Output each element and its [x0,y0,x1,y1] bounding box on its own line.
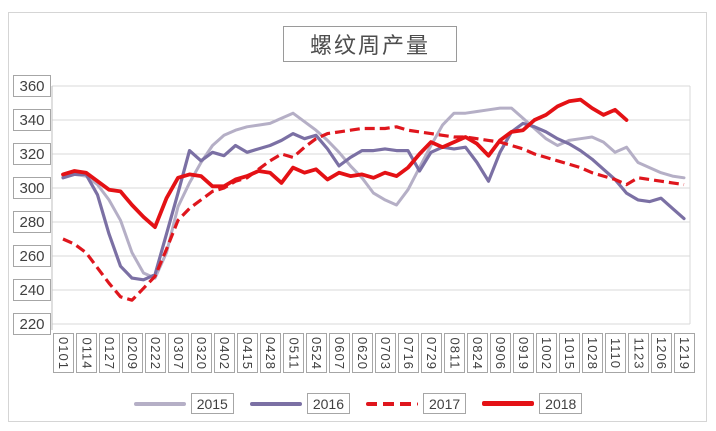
x-axis-label-text: 0127 [102,336,118,370]
chart-title: 螺纹周产量 [283,26,457,62]
x-axis-label-0524: 0524 [306,333,327,373]
x-axis-label-text: 1110 [608,337,623,369]
legend-item-2015: 2015 [133,393,234,414]
x-axis-label-0620: 0620 [352,333,373,373]
x-axis-label-0729: 0729 [421,333,442,373]
legend-item-2018: 2018 [482,393,583,414]
y-axis-label-300: 300 [13,177,51,199]
x-axis-label-text: 0716 [401,336,417,370]
x-axis-label-text: 0114 [79,337,94,369]
x-axis-label-0824: 0824 [467,333,488,373]
x-axis-label-0402: 0402 [214,333,235,373]
x-axis-label-text: 0607 [332,336,348,370]
series-line-2017 [62,125,685,302]
legend-item-2016: 2016 [249,393,350,414]
x-axis-label-0127: 0127 [99,333,120,373]
chart-border [8,12,707,422]
x-axis-label-text: 0209 [125,336,141,370]
x-axis-label-0101: 0101 [53,333,74,373]
x-axis-label-text: 0320 [194,336,210,370]
legend: 2015 2016 2017 2018 [0,393,716,414]
x-axis-label-text: 0415 [240,336,256,370]
x-axis-label-text: 1123 [631,337,646,369]
legend-line-sample-2018 [482,401,535,406]
x-axis-label-text: 0906 [493,336,509,370]
x-axis-label-1002: 1002 [536,333,557,373]
x-axis-label-0716: 0716 [398,333,419,373]
x-axis-label-1123: 1123 [628,333,649,373]
x-axis-label-text: 0101 [56,336,72,370]
x-axis-label-text: 0222 [148,336,164,370]
x-axis-label-0428: 0428 [260,333,281,373]
y-axis-label-260: 260 [13,245,51,267]
x-axis-label-text: 0511 [286,337,301,369]
x-axis-label-text: 1206 [654,336,670,370]
x-axis-label-1219: 1219 [674,333,695,373]
y-axis-label-280: 280 [13,211,51,233]
series-line-2016 [61,121,686,282]
y-axis-label-320: 320 [13,143,51,165]
y-axis-label-220: 220 [13,313,51,335]
x-axis-label-text: 1015 [562,336,578,370]
x-axis-label-0511: 0511 [283,333,304,373]
x-axis-label-1206: 1206 [651,333,672,373]
x-axis-label-text: 0703 [378,336,394,370]
series-line-2015 [61,106,686,280]
x-axis-label-0811: 0811 [444,333,465,373]
legend-line-sample-2017-dashed [366,401,418,406]
x-axis-label-text: 0524 [309,336,325,370]
y-axis-label-240: 240 [13,279,51,301]
x-axis-label-0114: 0114 [76,333,97,373]
x-axis-label-text: 0919 [516,336,532,370]
x-axis-label-0906: 0906 [490,333,511,373]
x-axis-label-1028: 1028 [582,333,603,373]
x-axis-label-text: 0811 [447,337,462,369]
legend-line-sample-2016 [249,401,302,406]
legend-item-2017: 2017 [366,393,467,414]
legend-label-2015: 2015 [190,393,234,414]
legend-label-2017: 2017 [423,393,467,414]
y-axis-label-360: 360 [13,75,51,97]
x-axis-label-0307: 0307 [168,333,189,373]
legend-label-2016: 2016 [306,393,350,414]
x-axis-label-0919: 0919 [513,333,534,373]
x-axis-label-text: 0729 [424,336,440,370]
x-axis-label-1015: 1015 [559,333,580,373]
x-axis-label-text: 1028 [585,336,601,370]
x-axis-label-text: 0402 [217,336,233,370]
x-axis-label-0415: 0415 [237,333,258,373]
x-axis-label-0222: 0222 [145,333,166,373]
x-axis-label-text: 0307 [171,336,187,370]
x-axis-label-0209: 0209 [122,333,143,373]
y-axis-label-340: 340 [13,109,51,131]
x-axis-label-text: 0620 [355,336,371,370]
x-axis-label-text: 0428 [263,336,279,370]
legend-line-sample-2015 [133,401,186,406]
legend-label-2018: 2018 [539,393,583,414]
x-axis-label-text: 1002 [539,336,555,370]
x-axis-label-0320: 0320 [191,333,212,373]
x-axis-label-1110: 1110 [605,333,626,373]
x-axis-label-0607: 0607 [329,333,350,373]
series-line-2018 [61,97,629,230]
x-axis-label-text: 1219 [677,336,693,370]
x-axis-label-0703: 0703 [375,333,396,373]
x-axis-label-text: 0824 [470,336,486,370]
